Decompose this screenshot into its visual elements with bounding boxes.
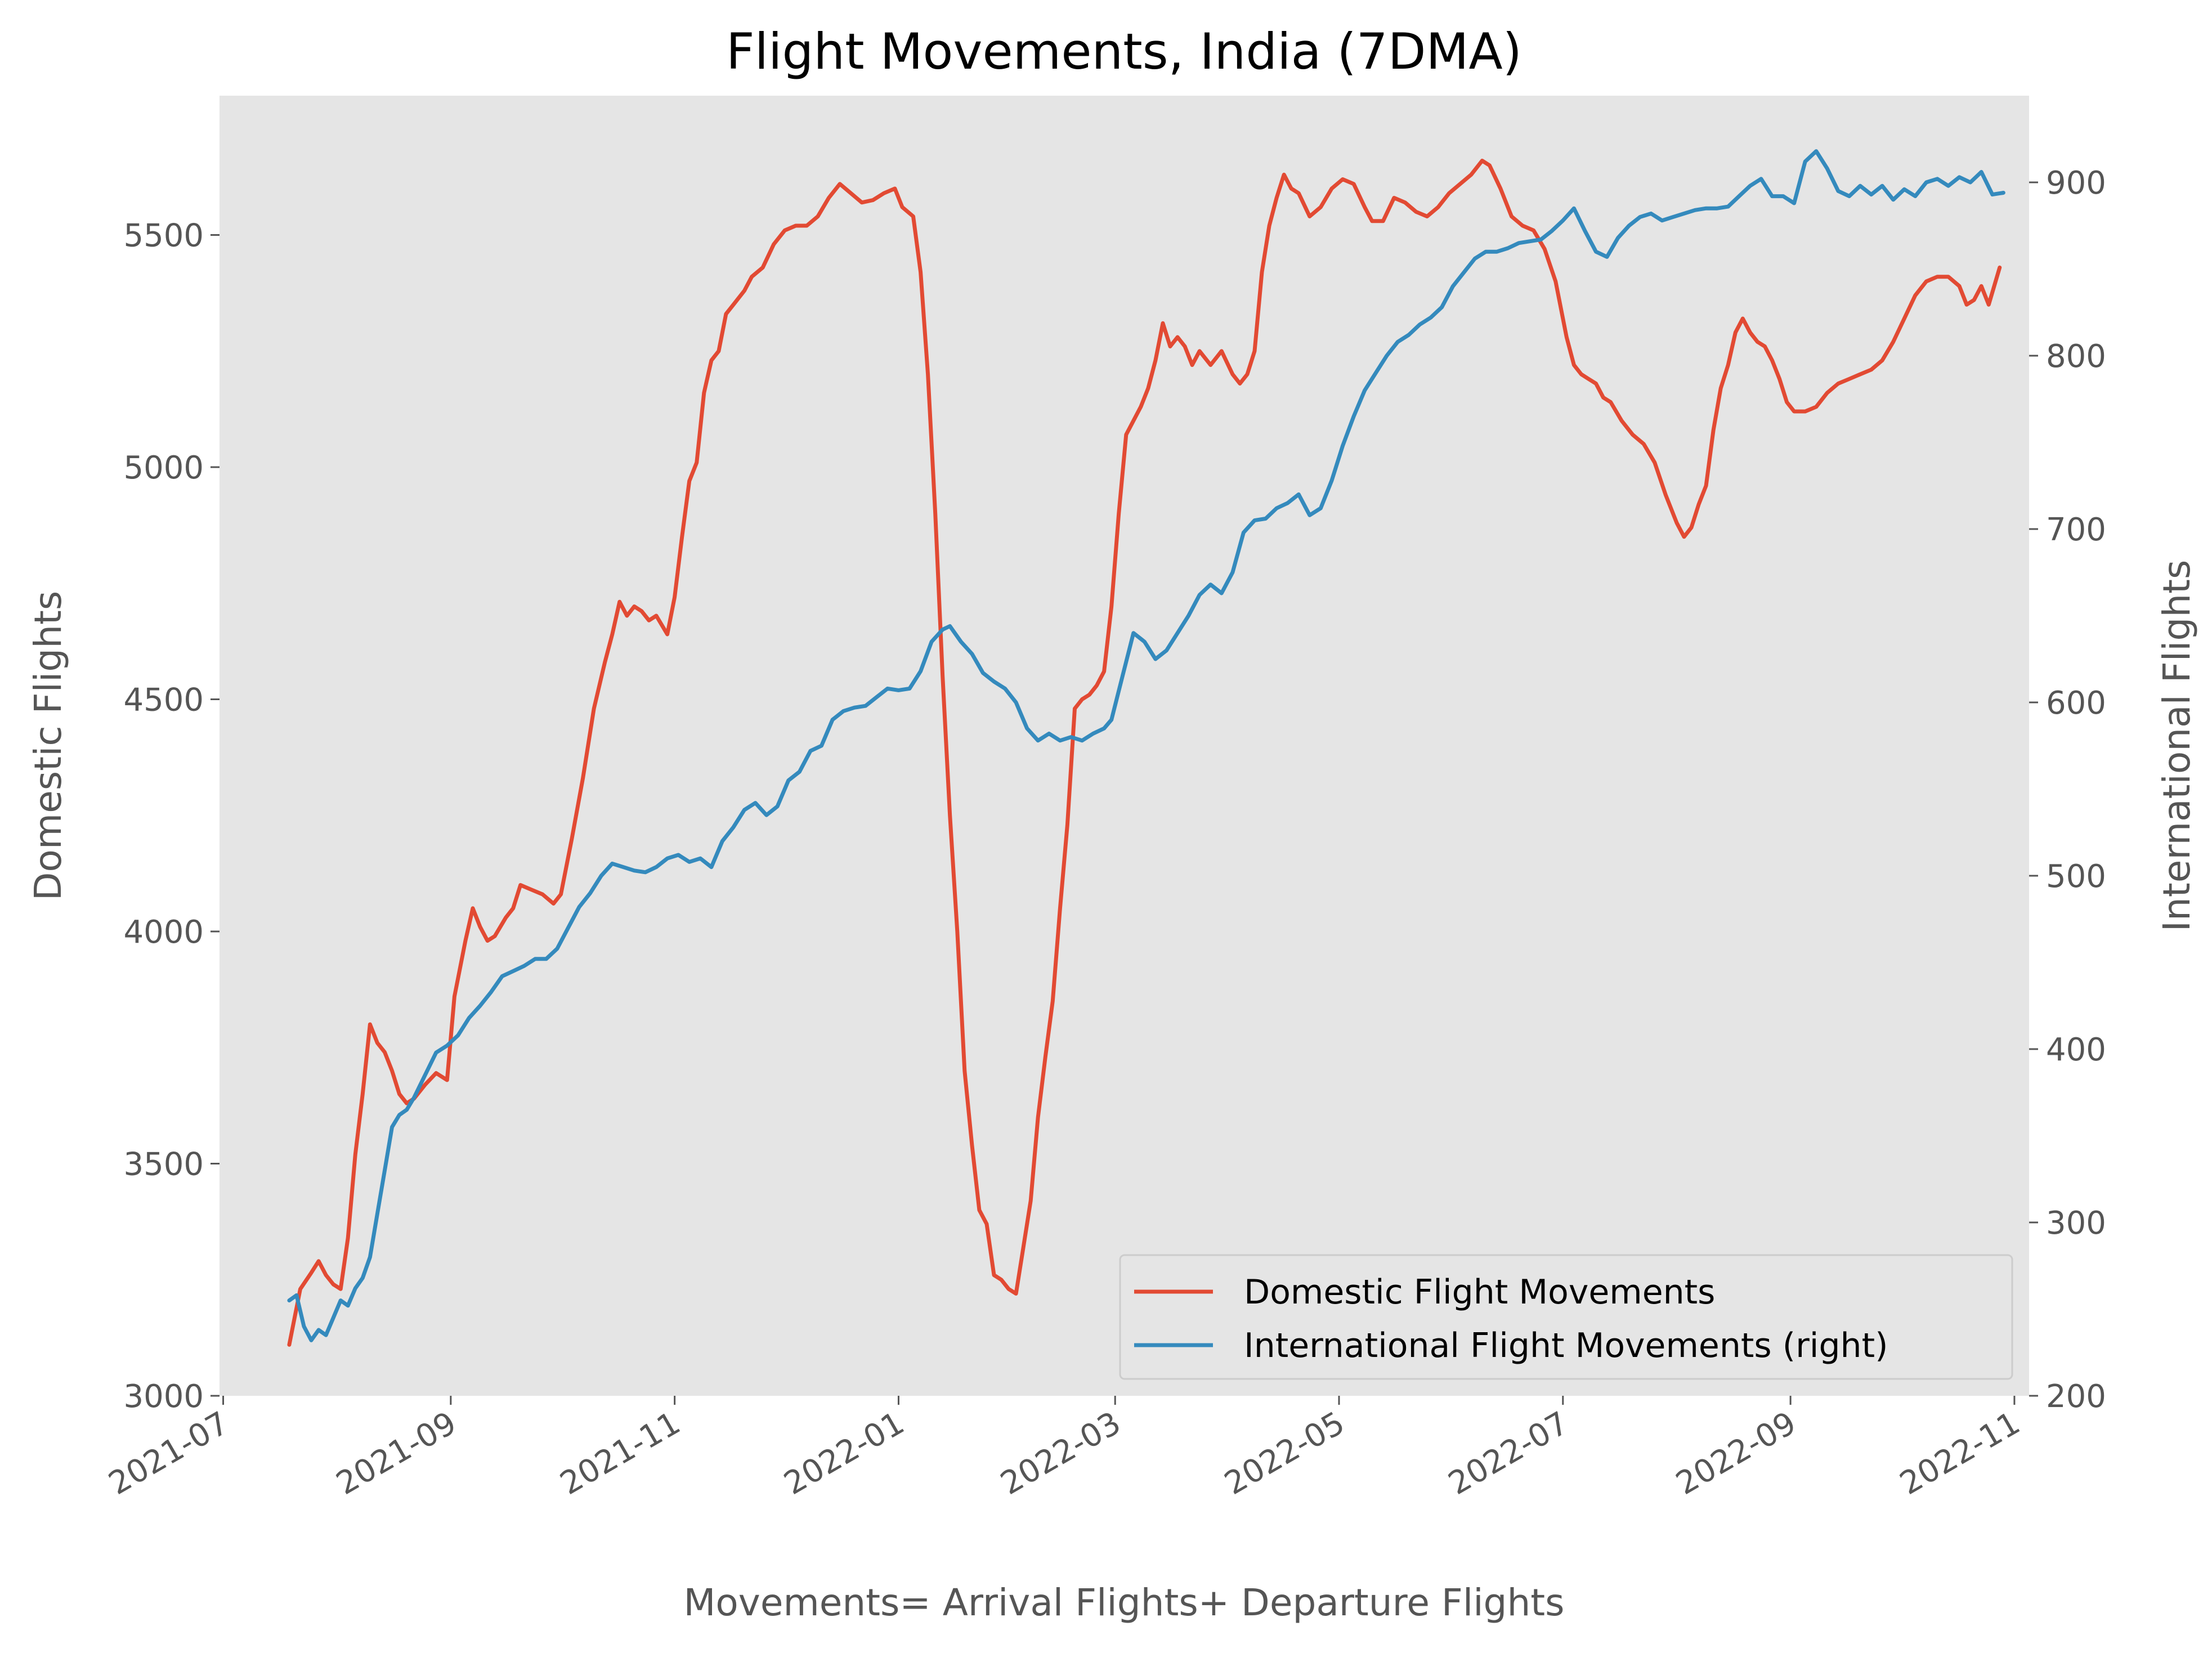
x-axis-label: Movements= Arrival Flights+ Departure Fl… bbox=[683, 1581, 1564, 1624]
plot-area bbox=[220, 96, 2029, 1396]
legend-label-international: International Flight Movements (right) bbox=[1244, 1326, 1888, 1365]
y-right-tick-label: 200 bbox=[2046, 1378, 2106, 1415]
y-left-tick-label: 3000 bbox=[123, 1378, 204, 1415]
y-axis-left: 3000 3500 4000 4500 5000 5500 bbox=[123, 218, 220, 1415]
y-left-tick-label: 3500 bbox=[123, 1146, 204, 1183]
y-axis-label-left: Domestic Flights bbox=[26, 591, 70, 901]
legend-label-domestic: Domestic Flight Movements bbox=[1244, 1273, 1715, 1312]
y-right-tick-label: 600 bbox=[2046, 685, 2106, 722]
y-left-tick-label: 5500 bbox=[123, 218, 204, 254]
y-left-tick-label: 4000 bbox=[123, 914, 204, 951]
chart-title: Flight Movements, India (7DMA) bbox=[726, 23, 1522, 80]
y-left-tick-label: 4500 bbox=[123, 682, 204, 719]
y-right-tick-label: 700 bbox=[2046, 512, 2106, 548]
y-right-tick-label: 300 bbox=[2046, 1205, 2106, 1242]
international-series-line bbox=[287, 149, 2005, 1342]
y-axis-label-right: International Flights bbox=[2155, 560, 2198, 932]
y-left-tick-label: 5000 bbox=[123, 450, 204, 486]
y-axis-right: 200 300 400 500 600 700 800 900 bbox=[2029, 165, 2106, 1415]
y-right-tick-label: 400 bbox=[2046, 1032, 2106, 1068]
y-right-tick-label: 500 bbox=[2046, 858, 2106, 895]
legend: Domestic Flight Movements International … bbox=[1119, 1254, 2013, 1380]
domestic-series-line bbox=[287, 159, 2002, 1347]
y-right-tick-label: 800 bbox=[2046, 338, 2106, 375]
series-layer bbox=[287, 149, 2005, 1347]
legend-box bbox=[1119, 1254, 2013, 1380]
y-right-tick-label: 900 bbox=[2046, 165, 2106, 201]
